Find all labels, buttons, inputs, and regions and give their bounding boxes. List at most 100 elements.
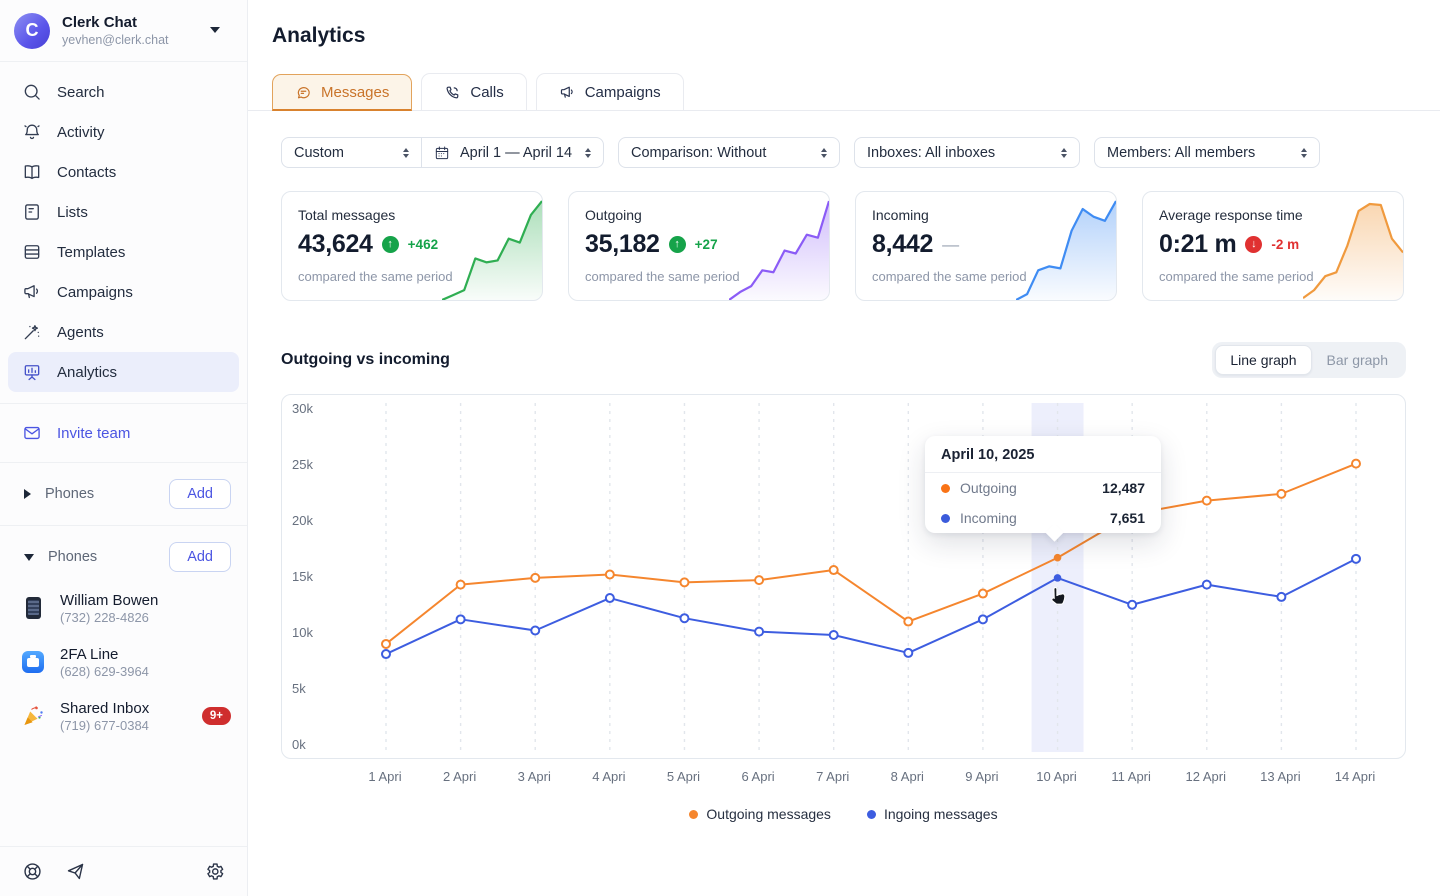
sidebar-item-activity[interactable]: Activity (8, 112, 239, 152)
workspace-avatar: C (14, 12, 50, 49)
tab-messages[interactable]: Messages (272, 74, 413, 111)
add-phone-button[interactable]: Add (169, 542, 231, 572)
workspace-email: yevhen@clerk.chat (62, 32, 169, 47)
megaphone-icon (560, 86, 573, 98)
x-tick: 4 Apri (592, 769, 626, 784)
date-range-select[interactable]: April 1 — April 14 (421, 138, 603, 167)
unread-count-badge: 9+ (201, 707, 231, 725)
search-icon (24, 84, 40, 100)
trend-down-icon: ↓ (1245, 236, 1263, 253)
graph-type-toggle: Line graph Bar graph (1212, 342, 1406, 378)
phone-icon (446, 86, 459, 98)
x-tick: 2 Apri (442, 769, 477, 784)
line-graph-button[interactable]: Line graph (1215, 345, 1312, 375)
phone-line-number: (719) 677-0384 (60, 718, 149, 734)
select-arrows-icon (585, 147, 591, 158)
list-document-icon (25, 204, 39, 220)
chevron-down-icon[interactable] (210, 27, 220, 33)
chart-canvas (381, 403, 1361, 752)
mobile-phone-icon (20, 597, 46, 619)
sidebar-item-analytics[interactable]: Analytics (8, 352, 239, 392)
invite-team-label: Invite team (57, 424, 131, 442)
phones-section-collapsed[interactable]: Phones Add (0, 470, 247, 518)
x-tick: 6 Apri (741, 769, 775, 784)
sidebar-item-agents[interactable]: Agents (8, 312, 239, 352)
stat-label: Average response time (1159, 207, 1303, 223)
select-arrows-icon (403, 147, 409, 158)
bar-graph-button[interactable]: Bar graph (1312, 345, 1403, 375)
sidebar-item-label: Templates (57, 243, 126, 261)
magic-wand-icon (24, 325, 40, 340)
settings-gear-icon[interactable] (204, 861, 225, 882)
tooltip-date: April 10, 2025 (925, 436, 1161, 473)
blue-app-icon (20, 651, 46, 673)
legend-dot-icon (689, 809, 699, 819)
tab-label: Messages (321, 83, 390, 101)
divider (0, 525, 247, 526)
inboxes-select[interactable]: Inboxes: All inboxes (854, 137, 1080, 168)
chart-plot-area[interactable] (281, 394, 1406, 759)
range-type-value: Custom (294, 144, 344, 161)
chat-bubble-icon (297, 86, 310, 98)
tab-calls[interactable]: Calls (421, 73, 527, 110)
sidebar-item-search[interactable]: Search (8, 72, 239, 112)
divider (0, 462, 247, 463)
sidebar-item-label: Campaigns (57, 283, 133, 301)
phone-line-william-bowen[interactable]: William Bowen (732) 228-4826 (0, 581, 247, 635)
range-type-select[interactable]: Custom (282, 138, 421, 167)
phones-section-expanded[interactable]: Phones Add (0, 533, 247, 581)
workspace-switcher[interactable]: C Clerk Chat yevhen@clerk.chat (0, 0, 247, 62)
line-chart[interactable]: 30k 25k 20k 15k 10k 5k 0k 1 Apri 2 Apri 3 Apri 4 … (281, 394, 1406, 822)
sidebar-item-campaigns[interactable]: Campaigns (8, 272, 239, 312)
stat-card-incoming: Incoming 8,442 — compared the same perio… (855, 191, 1117, 301)
stat-subtext: compared the same period (298, 269, 453, 284)
send-paper-plane-icon[interactable] (65, 861, 86, 882)
trend-up-icon: ↑ (381, 236, 399, 253)
tab-campaigns[interactable]: Campaigns (535, 73, 684, 110)
comparison-value: Comparison: Without (631, 144, 767, 161)
inboxes-value: Inboxes: All inboxes (867, 144, 996, 161)
tab-bar: Messages Calls Campaigns (248, 73, 1440, 111)
x-tick: 14 Apri (1334, 769, 1376, 784)
select-arrows-icon (1061, 147, 1067, 158)
sparkline-chart (442, 200, 542, 300)
tab-label: Campaigns (584, 83, 661, 101)
members-select[interactable]: Members: All members (1094, 137, 1320, 168)
mouse-cursor (1049, 586, 1066, 612)
x-tick: 9 Apri (965, 769, 999, 784)
members-value: Members: All members (1107, 144, 1256, 161)
y-tick: 10k (292, 625, 313, 640)
stat-label: Incoming (872, 207, 929, 223)
select-arrows-icon (1301, 147, 1307, 158)
select-arrows-icon (821, 147, 827, 158)
sidebar-nav: Search Activity Contacts Lists Templates… (0, 62, 247, 396)
templates-icon (24, 245, 40, 259)
stat-label: Outgoing (585, 207, 642, 223)
date-range-value: April 1 — April 14 (460, 144, 573, 161)
phone-line-shared-inbox[interactable]: Shared Inbox (719) 677-0384 9+ (0, 689, 247, 743)
stat-cards: Total messages 43,624 ↑ +462 compared th… (248, 191, 1440, 301)
phones-section-label: Phones (48, 549, 98, 565)
x-tick: 10 Apri (1036, 769, 1077, 784)
legend-ingoing: Ingoing messages (866, 806, 998, 822)
sidebar-item-label: Search (57, 83, 105, 101)
phone-line-name: William Bowen (60, 591, 159, 609)
chevron-down-icon[interactable] (24, 553, 34, 561)
workspace-name: Clerk Chat (62, 14, 138, 32)
stat-subtext: compared the same period (1159, 269, 1314, 284)
phone-line-number: (628) 629-3964 (60, 664, 149, 680)
comparison-select[interactable]: Comparison: Without (618, 137, 840, 168)
sidebar-item-lists[interactable]: Lists (8, 192, 239, 232)
chevron-right-icon[interactable] (24, 489, 31, 499)
stat-value: 35,182 (585, 230, 660, 258)
add-phone-button[interactable]: Add (169, 479, 231, 509)
y-tick: 30k (292, 401, 313, 416)
help-lifebuoy-icon[interactable] (22, 861, 43, 882)
stat-delta: +462 (407, 237, 439, 252)
sidebar-item-contacts[interactable]: Contacts (8, 152, 239, 192)
phone-line-2fa[interactable]: 2FA Line (628) 629-3964 (0, 635, 247, 689)
sidebar-item-templates[interactable]: Templates (8, 232, 239, 272)
x-tick: 1 Apri (368, 769, 402, 784)
tooltip-row-outgoing: Outgoing 12,487 (925, 473, 1161, 503)
invite-team-button[interactable]: Invite team (0, 411, 247, 455)
